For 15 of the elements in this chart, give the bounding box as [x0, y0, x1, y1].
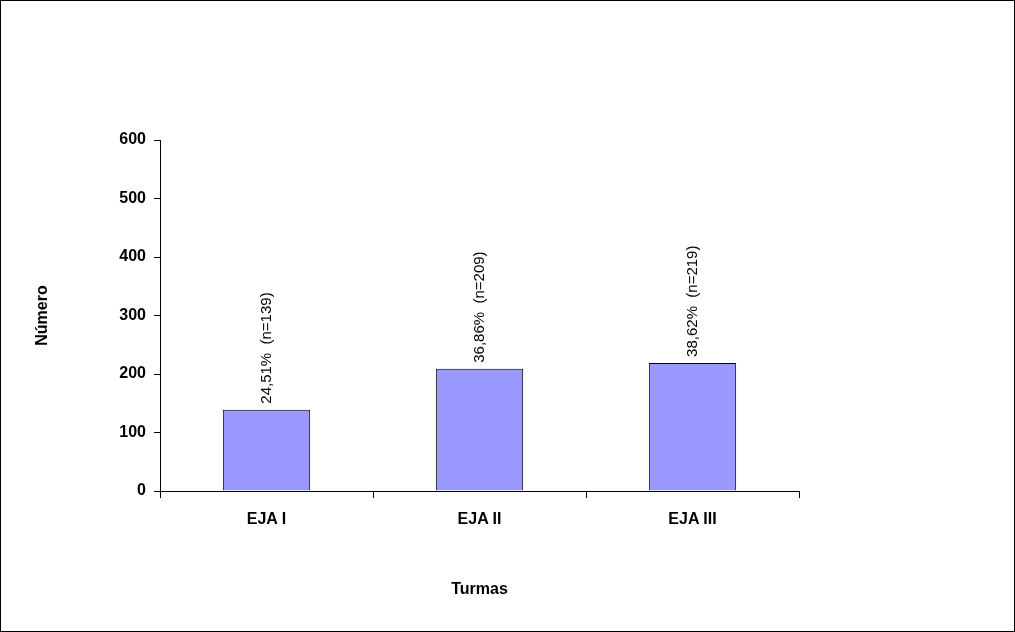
- y-axis-title: Número: [33, 285, 51, 346]
- y-tick-label: 0: [137, 481, 147, 499]
- x-axis-title: Turmas: [451, 579, 508, 597]
- y-tick-label: 200: [119, 364, 147, 382]
- y-tick-label: 400: [119, 247, 147, 265]
- data-label: 24,51% (n=139): [256, 292, 274, 404]
- x-tick-label: EJA III: [668, 510, 717, 528]
- y-tick-label: 100: [119, 422, 147, 440]
- x-tick-label: EJA I: [246, 510, 287, 528]
- data-label: 38,62% (n=219): [682, 245, 700, 357]
- x-tick-label: EJA II: [457, 510, 502, 528]
- y-tick-label: 500: [119, 188, 147, 206]
- y-tick-label: 300: [119, 305, 147, 323]
- y-tick-label: 600: [119, 130, 147, 148]
- data-label: 36,86% (n=209): [469, 251, 487, 363]
